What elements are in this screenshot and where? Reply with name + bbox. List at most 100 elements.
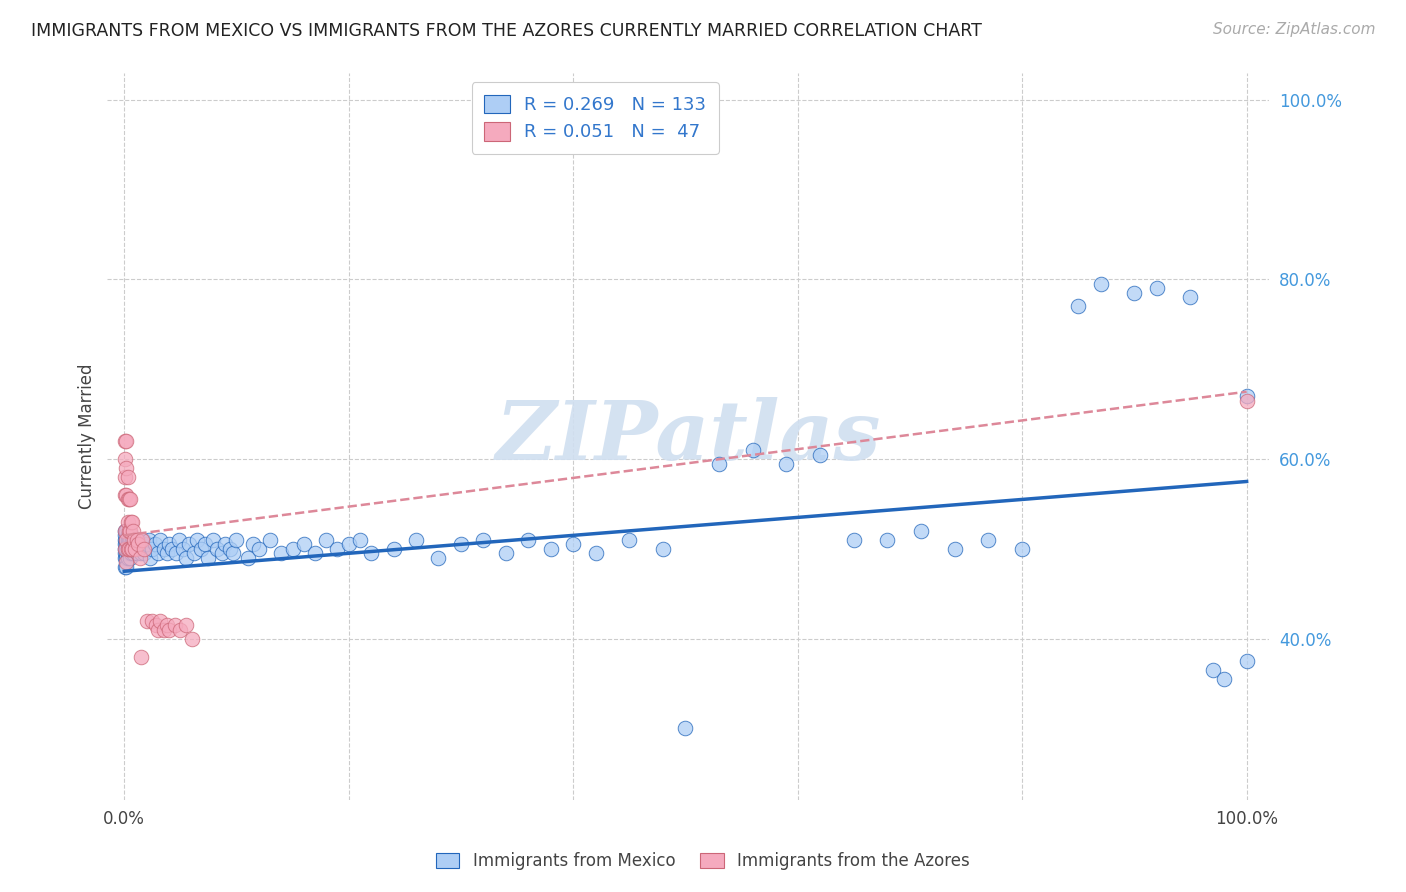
Point: [118, 550, 141, 565]
Point: [114, 434, 136, 448]
Point: [114, 541, 136, 556]
Point: [145, 618, 167, 632]
Point: [115, 541, 138, 556]
Point: [135, 614, 157, 628]
Text: IMMIGRANTS FROM MEXICO VS IMMIGRANTS FROM THE AZORES CURRENTLY MARRIED CORRELATI: IMMIGRANTS FROM MEXICO VS IMMIGRANTS FRO…: [31, 22, 981, 40]
Point: [1213, 672, 1236, 686]
Point: [115, 537, 138, 551]
Point: [1067, 300, 1090, 314]
Point: [124, 541, 146, 556]
Point: [115, 546, 138, 560]
Point: [167, 533, 190, 547]
Point: [211, 546, 233, 560]
Point: [180, 632, 202, 646]
Point: [115, 541, 138, 556]
Point: [115, 559, 138, 574]
Point: [122, 537, 145, 551]
Point: [259, 533, 281, 547]
Point: [149, 533, 172, 547]
Point: [146, 623, 169, 637]
Point: [114, 550, 136, 565]
Point: [149, 614, 172, 628]
Point: [450, 537, 472, 551]
Point: [127, 537, 149, 551]
Point: [842, 533, 865, 547]
Point: [876, 533, 898, 547]
Point: [120, 515, 142, 529]
Point: [247, 541, 270, 556]
Point: [118, 546, 141, 560]
Point: [135, 537, 157, 551]
Point: [360, 546, 382, 560]
Point: [115, 533, 138, 547]
Point: [540, 541, 562, 556]
Point: [117, 546, 139, 560]
Point: [349, 533, 371, 547]
Point: [156, 618, 179, 632]
Point: [326, 541, 349, 556]
Point: [1011, 541, 1033, 556]
Point: [1123, 285, 1146, 300]
Point: [1146, 281, 1168, 295]
Point: [134, 541, 156, 556]
Point: [129, 550, 152, 565]
Point: [114, 546, 136, 560]
Legend: R = 0.269   N = 133, R = 0.051   N =  47: R = 0.269 N = 133, R = 0.051 N = 47: [472, 82, 718, 154]
Point: [174, 618, 197, 632]
Point: [134, 546, 156, 560]
Point: [132, 533, 155, 547]
Point: [121, 541, 143, 556]
Point: [115, 533, 138, 547]
Point: [122, 546, 145, 560]
Point: [117, 492, 139, 507]
Point: [292, 537, 315, 551]
Point: [114, 528, 136, 542]
Point: [124, 541, 146, 556]
Point: [114, 537, 136, 551]
Point: [162, 541, 184, 556]
Point: [562, 537, 585, 551]
Point: [120, 528, 142, 542]
Point: [117, 541, 139, 556]
Point: [122, 524, 145, 538]
Point: [124, 541, 146, 556]
Point: [115, 524, 138, 538]
Point: [118, 541, 141, 556]
Point: [152, 623, 174, 637]
Point: [120, 546, 142, 560]
Point: [114, 559, 136, 574]
Point: [117, 537, 139, 551]
Point: [304, 546, 326, 560]
Point: [808, 448, 831, 462]
Point: [124, 533, 146, 547]
Point: [1236, 393, 1258, 408]
Point: [405, 533, 427, 547]
Point: [517, 533, 540, 547]
Point: [194, 537, 217, 551]
Point: [382, 541, 405, 556]
Point: [707, 457, 730, 471]
Point: [1236, 654, 1258, 668]
Point: [157, 537, 180, 551]
Point: [118, 492, 141, 507]
Point: [114, 488, 136, 502]
Point: [174, 550, 197, 565]
Point: [236, 550, 259, 565]
Point: [146, 546, 169, 560]
Point: [117, 528, 139, 542]
Point: [183, 546, 205, 560]
Point: [172, 541, 194, 556]
Point: [1180, 290, 1202, 304]
Point: [152, 541, 174, 556]
Point: [118, 524, 141, 538]
Point: [131, 533, 153, 547]
Point: [129, 649, 152, 664]
Point: [157, 623, 180, 637]
Y-axis label: Currently Married: Currently Married: [79, 364, 96, 509]
Point: [1202, 663, 1225, 677]
Point: [117, 533, 139, 547]
Point: [118, 533, 141, 547]
Point: [118, 492, 141, 507]
Point: [117, 550, 139, 565]
Point: [585, 546, 607, 560]
